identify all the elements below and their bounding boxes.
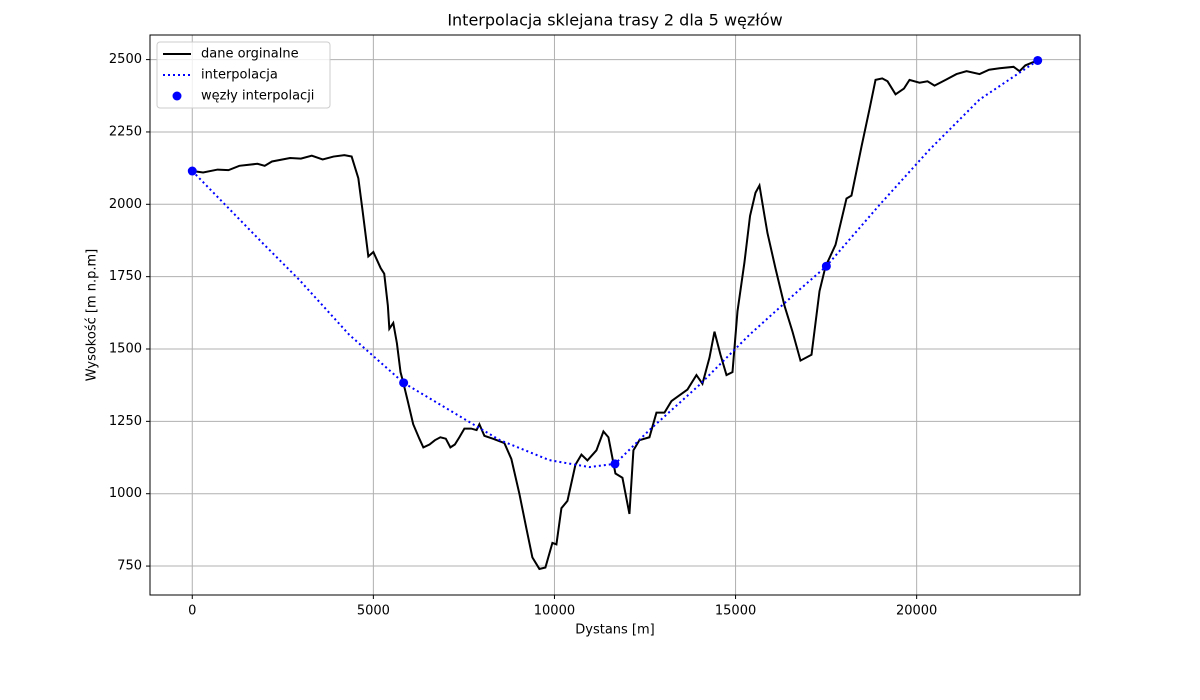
x-tick-label: 15000 — [715, 604, 756, 619]
x-tick-label: 10000 — [534, 604, 575, 619]
y-axis-label: Wysokość [m n.p.m] — [85, 249, 100, 381]
y-tick-label: 1000 — [109, 486, 142, 501]
data-line — [191, 59, 1039, 469]
plot-frame — [149, 34, 1081, 596]
legend-label: interpolacja — [201, 68, 278, 83]
chart-title: Interpolacja sklejana trasy 2 dla 5 węzł… — [447, 11, 782, 30]
node-point — [610, 459, 620, 469]
node-point — [1033, 55, 1043, 65]
node-point — [821, 261, 831, 271]
y-tick-label: 1750 — [109, 269, 142, 284]
y-tick-label: 750 — [117, 559, 142, 574]
y-tick-label: 2250 — [109, 124, 142, 139]
legend-label: dane orginalne — [201, 47, 299, 62]
y-tick-label: 1500 — [109, 342, 142, 357]
x-axis-label: Dystans [m] — [575, 623, 655, 638]
y-tick-label: 2000 — [109, 197, 142, 212]
legend-label: węzły interpolacji — [201, 89, 314, 104]
data-line — [192, 59, 1039, 571]
node-point — [187, 166, 197, 176]
legend: dane orginalne interpolacja węzły interpol… — [156, 41, 331, 109]
y-tick-label: 1250 — [109, 414, 142, 429]
legend-box — [156, 41, 331, 109]
x-tick-label: 0 — [188, 604, 196, 619]
node-point — [399, 378, 409, 388]
x-tick-label: 5000 — [357, 604, 390, 619]
x-tick-label: 20000 — [896, 604, 937, 619]
y-tick-label: 2500 — [109, 52, 142, 67]
legend-marker — [172, 91, 182, 101]
